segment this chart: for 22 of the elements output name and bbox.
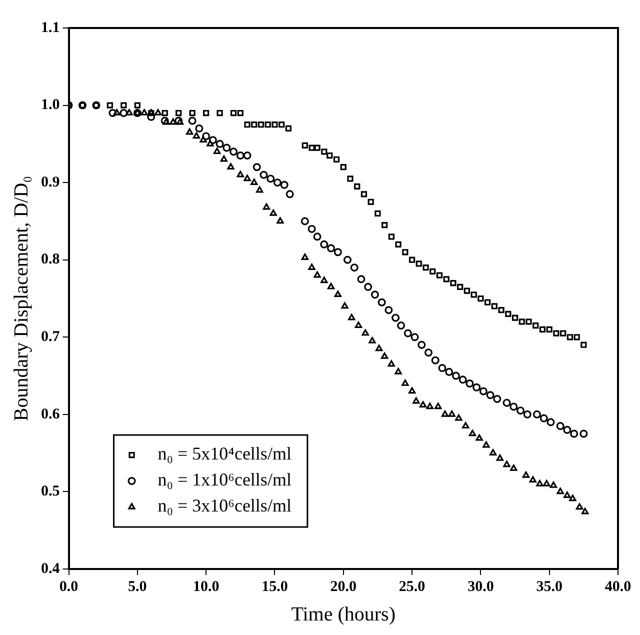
x-tick-label: 35.0: [536, 578, 562, 595]
y-tick-label: 0.5: [41, 484, 60, 500]
x-tick-label: 20.0: [330, 578, 356, 595]
x-tick-label: 40.0: [604, 578, 632, 595]
legend-label: n₀ = 3x10⁶cells/ml: [158, 496, 292, 516]
x-tick-label: 15.0: [262, 578, 288, 595]
x-tick-label: 0.0: [59, 578, 78, 595]
y-tick-label: 0.9: [41, 174, 60, 190]
x-tick-label: 10.0: [192, 578, 220, 595]
x-tick-label: 5.0: [128, 578, 147, 595]
y-tick-label: 0.4: [41, 560, 60, 577]
y-tick-label: 1.1: [41, 20, 60, 36]
x-axis-title: Time (hours): [291, 603, 396, 626]
y-axis-title: Boundary Displacement, D/D₀: [10, 176, 32, 422]
legend-label: n₀ = 5x10⁴cells/ml: [158, 444, 292, 464]
x-tick-label: 30.0: [468, 578, 494, 595]
legend-label: n₀ = 1x10⁶cells/ml: [158, 470, 292, 490]
y-tick-label: 1.0: [41, 97, 60, 114]
y-tick-label: 0.7: [41, 329, 60, 346]
y-tick-label: 0.6: [41, 406, 60, 422]
y-tick-label: 0.8: [41, 252, 60, 268]
x-tick-label: 25.0: [398, 578, 426, 595]
